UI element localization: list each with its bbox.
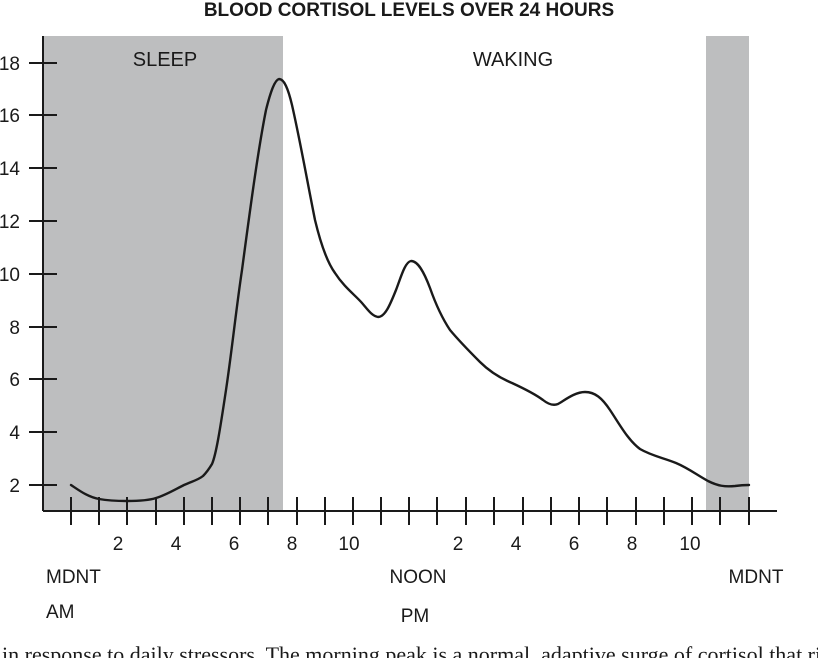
caption-line: in response to daily stressors. The morn… <box>0 646 818 658</box>
y-tick-10: 10 <box>0 265 20 286</box>
y-tick-4: 4 <box>9 423 20 444</box>
noon-label: NOON <box>390 567 447 588</box>
y-tick-labels: 18 16 14 12 10 8 6 4 2 <box>0 54 20 497</box>
x-tick-am-8: 8 <box>287 534 298 555</box>
x-tick-pm-8: 8 <box>627 534 638 555</box>
y-tick-2: 2 <box>9 476 20 497</box>
x-tick-am-10: 10 <box>338 534 359 555</box>
y-tick-8: 8 <box>9 318 20 339</box>
x-tick-pm-10: 10 <box>679 534 700 555</box>
x-tick-labels-pm: 2 4 6 8 10 <box>453 534 701 555</box>
midnight-left-label: MDNT <box>46 567 101 588</box>
sleep-label: SLEEP <box>133 49 197 71</box>
x-tick-am-4: 4 <box>171 534 182 555</box>
y-axis <box>29 36 57 511</box>
midnight-right-label: MDNT <box>729 567 784 588</box>
sleep-region <box>44 36 283 511</box>
y-tick-16: 16 <box>0 106 20 127</box>
x-tick-pm-2: 2 <box>453 534 464 555</box>
am-label: AM <box>46 602 75 623</box>
waking-label: WAKING <box>473 49 553 71</box>
x-tick-labels-am: 2 4 6 8 10 <box>113 534 360 555</box>
caption-text: in response to daily stressors. The morn… <box>0 646 818 658</box>
late-sleep-region <box>706 36 749 511</box>
cortisol-curve <box>69 77 751 503</box>
y-tick-6: 6 <box>9 370 20 391</box>
x-tick-am-6: 6 <box>229 534 240 555</box>
y-tick-12: 12 <box>0 212 20 233</box>
pm-label: PM <box>401 606 430 627</box>
chart-title: BLOOD CORTISOL LEVELS OVER 24 HOURS <box>204 0 614 21</box>
x-tick-pm-4: 4 <box>511 534 522 555</box>
x-tick-am-2: 2 <box>113 534 124 555</box>
x-tick-pm-6: 6 <box>569 534 580 555</box>
y-tick-14: 14 <box>0 159 20 180</box>
y-tick-18: 18 <box>0 54 20 75</box>
x-axis <box>43 497 777 525</box>
